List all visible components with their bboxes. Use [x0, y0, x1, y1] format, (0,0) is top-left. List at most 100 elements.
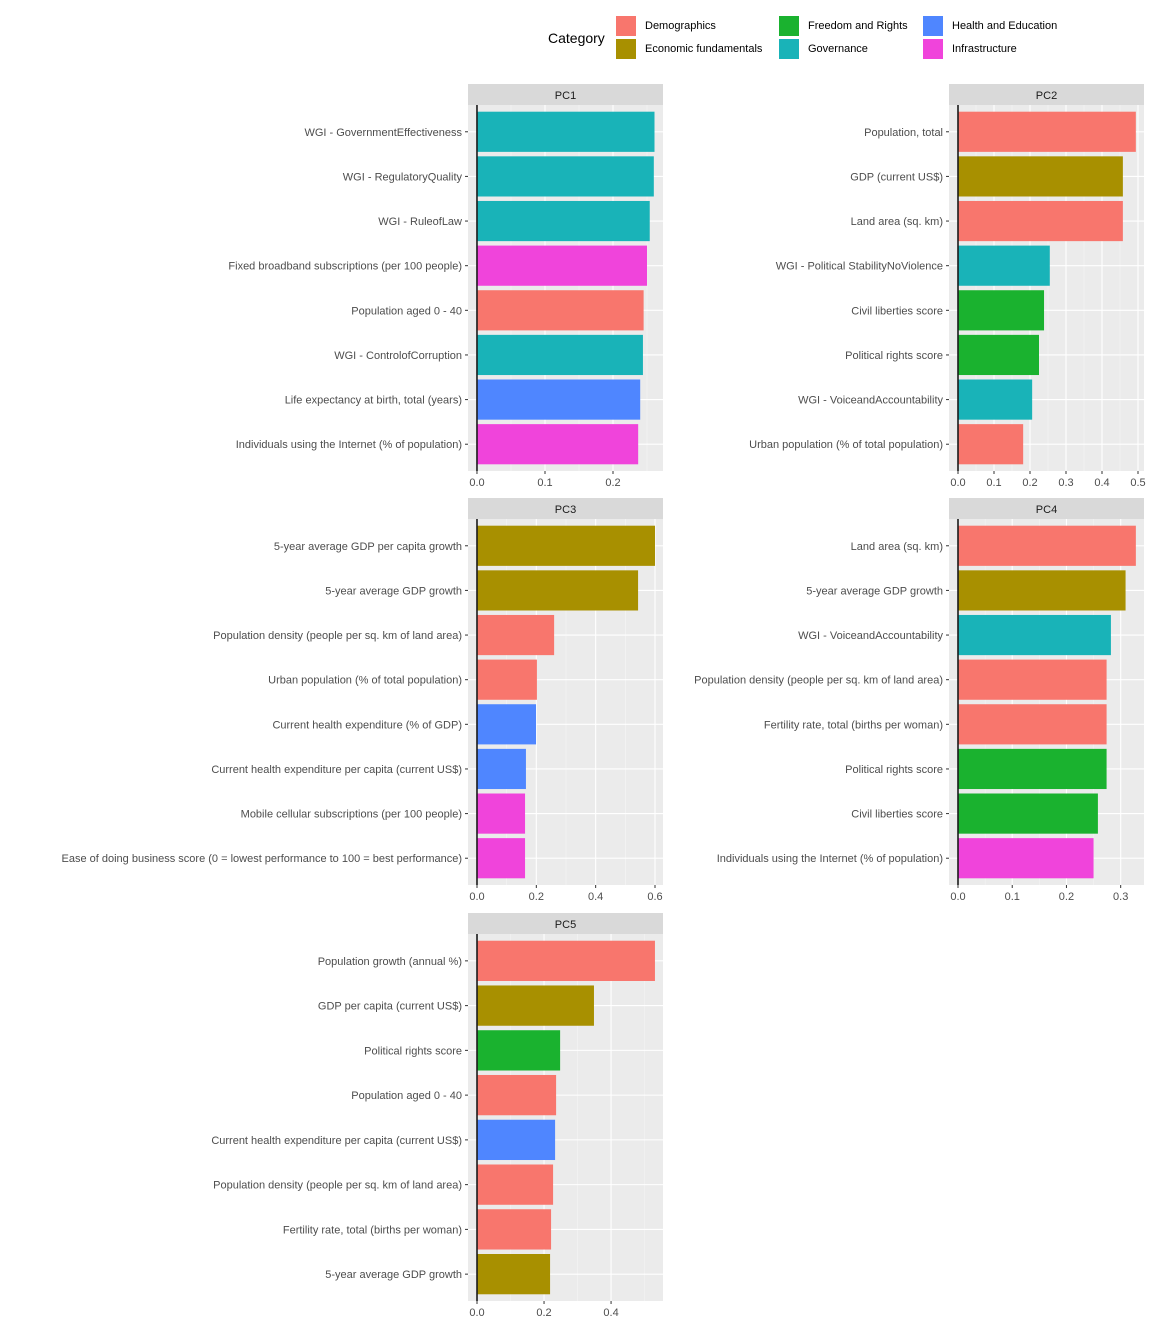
legend-key: [779, 39, 799, 59]
y-tick-label: Life expectancy at birth, total (years): [285, 395, 462, 407]
bar: [957, 245, 1050, 286]
legend-label: Health and Education: [952, 20, 1058, 32]
y-tick-label: GDP (current US$): [850, 171, 943, 183]
x-tick-label: 0.0: [950, 477, 965, 489]
bar: [477, 1254, 551, 1295]
y-tick-label: Current health expenditure per capita (c…: [211, 764, 462, 776]
y-tick-label: Population growth (annual %): [318, 956, 462, 968]
bar: [958, 659, 1107, 700]
legend-key: [923, 16, 943, 36]
bar: [958, 704, 1107, 745]
x-tick-label: 0.0: [469, 891, 484, 903]
bar: [477, 1074, 557, 1116]
x-tick-label: 0.0: [950, 891, 965, 903]
y-tick-label: Population density (people per sq. km of…: [213, 1180, 462, 1192]
x-tick-label: 0.3: [1113, 891, 1128, 903]
panel-pc4: PC4 Land area (sq. km) 5-year average GDP …: [694, 498, 1144, 903]
y-tick-label: WGI - RegulatoryQuality: [343, 171, 463, 183]
bar: [957, 156, 1123, 197]
legend-key: [779, 16, 799, 36]
facet-strip-label: PC2: [1036, 90, 1057, 102]
bar: [476, 704, 537, 745]
bar: [958, 570, 1126, 611]
facet-strip: [949, 84, 1144, 105]
facet-strip: [468, 913, 663, 934]
y-tick-label: GDP per capita (current US$): [318, 1001, 462, 1013]
x-tick-label: 0.4: [588, 891, 603, 903]
y-tick-label: Urban population (% of total population): [749, 439, 943, 451]
bar: [476, 659, 537, 700]
legend-key: [616, 16, 636, 36]
y-tick-label: Population aged 0 - 40: [351, 305, 462, 317]
y-tick-label: WGI - ControlofCorruption: [334, 350, 462, 362]
y-tick-label: Civil liberties score: [851, 809, 943, 821]
legend-label: Freedom and Rights: [808, 20, 908, 32]
legend-label: Governance: [808, 43, 868, 55]
panel-pc1: PC1 WGI - GovernmentEffectiveness WGI - Re…: [228, 84, 663, 489]
bar: [957, 379, 1033, 420]
bar: [958, 614, 1111, 656]
y-tick-label: WGI - RuleofLaw: [378, 216, 462, 228]
y-tick-label: Current health expenditure per capita (c…: [211, 1135, 462, 1147]
bar: [476, 570, 639, 611]
x-tick-label: 0.0: [469, 1307, 484, 1319]
y-tick-label: Individuals using the Internet (% of pop…: [717, 853, 943, 865]
bar: [476, 111, 655, 152]
legend-label: Demographics: [645, 20, 716, 32]
facet-strip-label: PC4: [1036, 504, 1057, 516]
x-tick-label: 0.2: [605, 477, 620, 489]
y-tick-label: Fertility rate, total (births per woman): [283, 1224, 462, 1236]
facet-strip-label: PC1: [555, 90, 576, 102]
bar: [957, 111, 1136, 152]
bar: [477, 1030, 561, 1071]
bar: [476, 379, 641, 420]
x-tick-label: 0.6: [647, 891, 662, 903]
x-tick-label: 0.0: [469, 477, 484, 489]
legend-key: [616, 39, 636, 59]
y-tick-label: Population aged 0 - 40: [351, 1090, 462, 1102]
bar: [957, 200, 1123, 242]
bar: [477, 1164, 554, 1205]
bar: [477, 985, 594, 1026]
y-tick-label: 5-year average GDP growth: [806, 585, 943, 597]
panel-pc2: PC2 Population, total GDP (current US$) Lan…: [749, 84, 1146, 489]
x-tick-label: 0.5: [1130, 477, 1145, 489]
facet-strip-label: PC3: [555, 504, 576, 516]
bar: [476, 838, 526, 879]
bar: [477, 1209, 552, 1250]
y-tick-label: Urban population (% of total population): [268, 675, 462, 687]
y-tick-label: Ease of doing business score (0 = lowest…: [62, 853, 463, 865]
y-tick-label: Land area (sq. km): [851, 216, 943, 228]
x-tick-label: 0.2: [1022, 477, 1037, 489]
y-tick-label: Land area (sq. km): [851, 541, 943, 553]
bar: [476, 200, 650, 242]
legend-key: [923, 39, 943, 59]
y-tick-label: WGI - Political StabilityNoViolence: [776, 261, 943, 273]
y-tick-label: Political rights score: [845, 764, 943, 776]
y-tick-label: WGI - VoiceandAccountability: [798, 630, 943, 642]
x-tick-label: 0.1: [986, 477, 1001, 489]
bar: [477, 1119, 556, 1161]
bar: [476, 748, 526, 790]
bar: [957, 290, 1045, 331]
bar: [476, 245, 648, 286]
x-tick-label: 0.1: [1005, 891, 1020, 903]
panel-pc5: PC5 Population growth (annual %) GDP per c…: [211, 913, 663, 1319]
y-tick-label: Civil liberties score: [851, 305, 943, 317]
x-tick-label: 0.3: [1058, 477, 1073, 489]
bar: [476, 156, 654, 197]
bar: [476, 525, 655, 566]
bar: [477, 940, 655, 981]
y-tick-label: WGI - VoiceandAccountability: [798, 395, 943, 407]
y-tick-label: Population, total: [864, 127, 943, 139]
y-tick-label: 5-year average GDP per capita growth: [274, 541, 462, 553]
y-tick-label: Individuals using the Internet (% of pop…: [236, 439, 462, 451]
x-tick-label: 0.4: [603, 1307, 618, 1319]
legend: Category Demographics Economic fundament…: [548, 14, 1108, 64]
panel-pc3: PC3 5-year average GDP per capita growth 5…: [62, 498, 663, 903]
facet-strip: [468, 84, 663, 105]
x-tick-label: 0.4: [1094, 477, 1109, 489]
y-tick-label: Mobile cellular subscriptions (per 100 p…: [241, 809, 462, 821]
x-tick-label: 0.1: [537, 477, 552, 489]
